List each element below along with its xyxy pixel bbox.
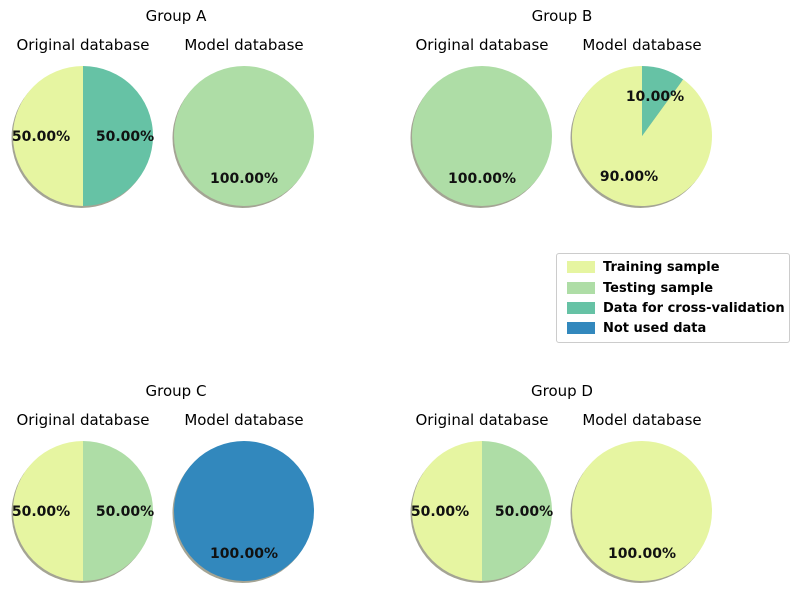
- group-d-model-database-title: Model database: [582, 411, 701, 429]
- group-b-original-database-slice-testing-sample: [412, 66, 552, 206]
- legend-entry-cross-validation: Data for cross-validation: [567, 300, 785, 316]
- legend-swatch-not-used: [567, 322, 595, 334]
- legend-label-testing: Testing sample: [603, 280, 714, 296]
- legend-label-not-used: Not used data: [603, 320, 707, 336]
- group-b-model-database-title: Model database: [582, 36, 701, 54]
- legend-entry-training: Training sample: [567, 259, 720, 275]
- group-a-original-database-slice-training-sample: [13, 66, 83, 206]
- group-a-original-database-slice-training-sample-label: 50.00%: [12, 129, 70, 145]
- group-c-original-database-title: Original database: [16, 411, 149, 429]
- group-b-original-database-title: Original database: [415, 36, 548, 54]
- group-c-original-database-slice-training-sample: [13, 441, 83, 581]
- legend-swatch-training: [567, 261, 595, 273]
- group-c-title: Group C: [146, 382, 207, 400]
- group-a-model-database-slice-testing-sample-label: 100.00%: [210, 171, 278, 187]
- group-d-original-database-slice-testing-sample-label: 50.00%: [495, 504, 553, 520]
- group-b-model-database-slice-training-sample-label: 90.00%: [600, 169, 658, 185]
- legend-label-cross-validation: Data for cross-validation: [603, 300, 785, 316]
- group-b-model-database-slice-data-for-cross-validation: [642, 66, 684, 136]
- group-b-original-database-slice-testing-sample-label: 100.00%: [448, 171, 516, 187]
- group-c-original-database-slice-testing-sample-label: 50.00%: [96, 504, 154, 520]
- legend-swatch-cross-validation: [567, 302, 595, 314]
- group-b-title: Group B: [532, 7, 593, 25]
- group-c-model-database-slice-not-used-data-label: 100.00%: [210, 546, 278, 562]
- group-d-original-database-title: Original database: [415, 411, 548, 429]
- group-c-original-database-slice-testing-sample: [83, 441, 153, 581]
- group-d-title: Group D: [531, 382, 593, 400]
- group-d-model-database-slice-training-sample-label: 100.00%: [608, 546, 676, 562]
- legend-entry-not-used: Not used data: [567, 320, 706, 336]
- group-d-original-database-slice-testing-sample: [482, 441, 552, 581]
- group-c-model-database-slice-not-used-data: [174, 441, 314, 581]
- group-d-original-database-slice-training-sample: [412, 441, 482, 581]
- group-d-original-database-slice-training-sample-label: 50.00%: [411, 504, 469, 520]
- group-a-original-database-slice-data-for-cross-validation-label: 50.00%: [96, 129, 154, 145]
- group-d-model-database-slice-training-sample: [572, 441, 712, 581]
- group-a-original-database-slice-data-for-cross-validation: [83, 66, 153, 206]
- legend-label-training: Training sample: [603, 259, 720, 275]
- legend-swatch-testing: [567, 282, 595, 294]
- legend: Training sample Testing sample Data for …: [556, 253, 790, 343]
- group-a-model-database-title: Model database: [184, 36, 303, 54]
- group-a-title: Group A: [146, 7, 207, 25]
- group-a-model-database-slice-testing-sample: [174, 66, 314, 206]
- group-b-model-database-slice-training-sample: [571, 66, 712, 206]
- group-b-model-database-slice-data-for-cross-validation-label: 10.00%: [626, 89, 684, 105]
- group-c-model-database-title: Model database: [184, 411, 303, 429]
- group-a-original-database-title: Original database: [16, 36, 149, 54]
- group-c-original-database-slice-training-sample-label: 50.00%: [12, 504, 70, 520]
- legend-entry-testing: Testing sample: [567, 280, 713, 296]
